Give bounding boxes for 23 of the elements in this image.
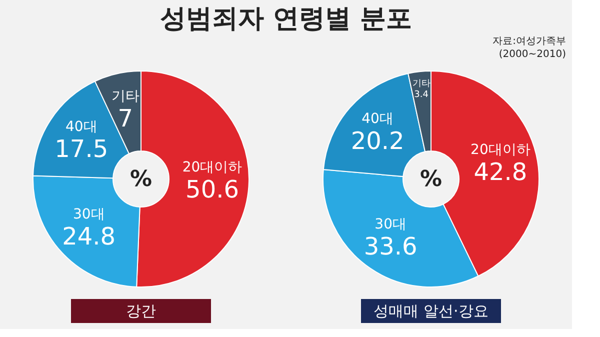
slice-label: 기타: [111, 88, 140, 104]
slice-label: 20대이하: [182, 159, 242, 176]
data-label: 50.6: [186, 175, 239, 204]
chart-title: 성범죄자 연령별 분포: [160, 4, 412, 34]
slice-label: 30대: [374, 216, 406, 233]
data-label: 17.5: [54, 134, 108, 163]
data-label: 24.8: [62, 222, 116, 251]
text: %: [130, 167, 152, 192]
data-label: 7: [118, 104, 134, 132]
slice-label: 30대: [72, 206, 105, 223]
slice-label: 40대: [65, 118, 98, 135]
text: 자료:여성가족부: [492, 36, 566, 47]
slice-label: 기타: [412, 78, 430, 89]
data-label: 3.4: [414, 90, 429, 100]
text: (2000~2010): [498, 49, 566, 60]
text: 성매매 알선·강요: [374, 302, 488, 320]
text: 강간: [126, 302, 156, 320]
text: %: [420, 167, 442, 192]
slice-label: 20대이하: [470, 142, 530, 158]
data-label: 20.2: [350, 126, 404, 155]
data-label: 33.6: [364, 232, 418, 261]
slice-label: 40대: [362, 110, 394, 127]
data-label: 42.8: [474, 158, 528, 186]
